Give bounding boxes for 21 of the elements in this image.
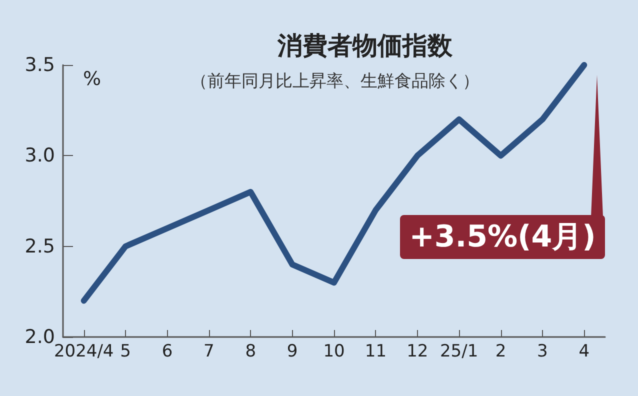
annotation: +3.5%(4月) <box>409 220 596 254</box>
y-axis-title: % <box>83 68 102 90</box>
x-tick-label: 12 <box>406 342 428 362</box>
x-tick-label: 5 <box>120 342 131 362</box>
y-tick-label: 3.5 <box>24 54 55 76</box>
x-tick-label: 6 <box>162 342 173 362</box>
chart-title: 消費者物価指数 <box>276 31 454 60</box>
y-tick-label: 3.0 <box>24 144 55 167</box>
y-tick-label: 2.5 <box>24 235 55 258</box>
x-tick-label: 3 <box>537 342 548 362</box>
x-tick-label: 11 <box>364 342 387 362</box>
x-tick-label: 4 <box>578 342 590 362</box>
y-tick-label: 2.0 <box>24 326 55 348</box>
x-tick-label: 7 <box>204 342 214 362</box>
chart-subtitle: （前年同月比上昇率、生鮮食品除く） <box>190 72 480 92</box>
x-tick-label: 10 <box>323 342 345 362</box>
x-tick-label: 8 <box>245 342 256 362</box>
x-tick-label: 2 <box>495 342 506 362</box>
x-tick-label: 25/1 <box>440 342 478 362</box>
x-tick-label: 9 <box>286 342 298 362</box>
x-tick-label: 2024/4 <box>54 342 114 362</box>
